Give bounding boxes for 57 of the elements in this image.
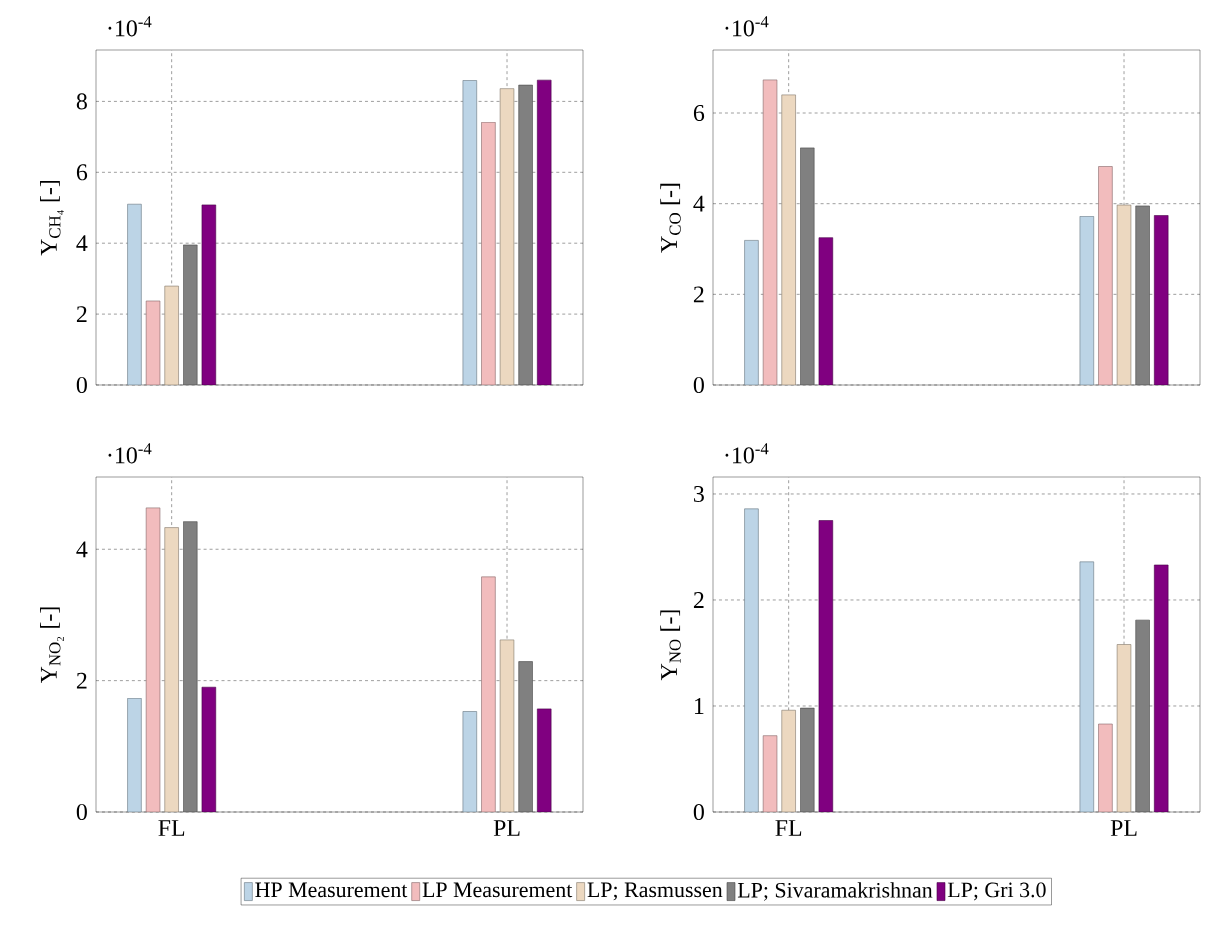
y-tick-label: 3 [694,485,704,502]
bar [744,508,759,813]
bar [1135,205,1150,386]
bar [518,661,533,813]
y-axis-title: Y$_{CO}$ [-] [660,183,681,253]
bar [481,122,496,385]
legend-label: LP; Rasmussen [587,882,723,901]
x-tick-label: FL [158,820,185,836]
y-tick-label: 2 [76,672,87,689]
bar [818,237,834,386]
bar [183,521,198,813]
bar [481,576,496,813]
y-tick-label: 2 [693,286,704,303]
text: ·10$^{-4}$ [725,443,769,464]
bar [781,94,796,386]
bar [1154,215,1169,386]
y-tick-label: 8 [76,93,87,110]
x-tick-label: PL [493,820,520,836]
y-tick-label: 4 [76,235,88,252]
bar [518,84,533,385]
bar [1135,619,1150,813]
y-axis-title: Y$_{NO}$ [-] [660,610,681,681]
x-tick-label: PL [1110,820,1137,836]
y-tick-label: 6 [76,164,88,181]
bar [1154,564,1169,813]
x-tick-label: FL [775,820,802,836]
legend-label: LP; Sivaramakrishnan [737,882,933,901]
y-tick-label: 4 [76,541,88,558]
bar [127,698,142,813]
y-tick-label: 2 [76,306,87,323]
y-tick-label: 0 [693,803,704,821]
bar [127,203,142,385]
bar [164,527,179,813]
y-tick-label: 0 [76,803,87,821]
y-tick-label: 0 [693,376,704,394]
bar [183,244,198,385]
bar [1098,723,1113,813]
bar [781,709,796,813]
y-axis-title: Y$_{CH₄}$ [-] [40,180,64,256]
y-tick-label: 2 [693,592,704,608]
bar [744,240,759,386]
legend-label: LP; Gri 3.0 [947,882,1046,901]
text: ·10$^{-4}$ [725,16,769,37]
text: ·10$^{-4}$ [108,443,152,464]
y-tick-label: 4 [693,195,705,212]
legend-label: LP Measurement [422,882,573,898]
text: ·10$^{-4}$ [108,16,152,37]
y-tick-label: 0 [76,376,87,394]
y-tick-label: 6 [693,104,705,122]
bar [164,285,179,385]
legend-label: HP Measurement [255,882,408,898]
bar [818,520,834,813]
bar [1098,166,1113,386]
bar [800,707,815,813]
bar [800,147,815,386]
y-tick-label: 1 [694,698,704,714]
y-axis-title: Y$_{NO₂}$ [-] [40,607,64,684]
